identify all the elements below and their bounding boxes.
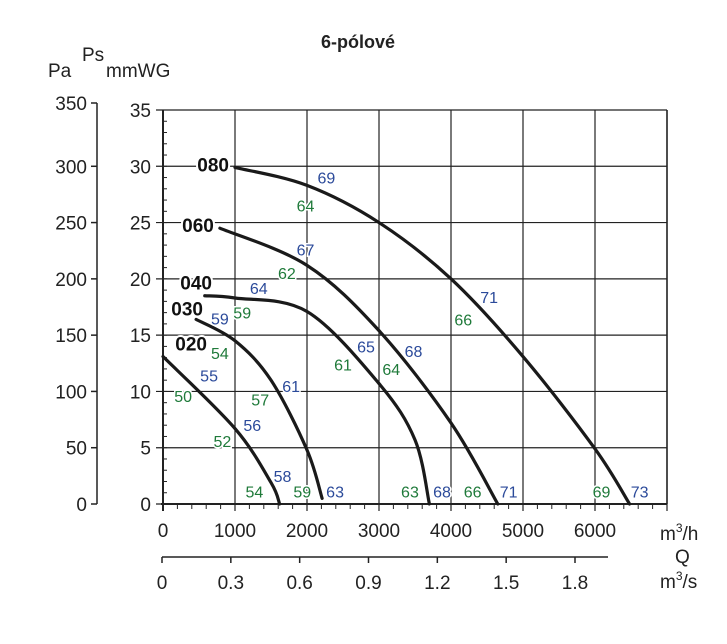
y-tick-label-pa: 300 [55,157,87,178]
x-axis-label-q: Q [675,547,690,568]
y-tick-label-mmwg: 20 [130,270,151,291]
y-tick-label-pa: 50 [66,439,87,460]
x-tick-label: 2000 [286,521,328,542]
x-axis-label-m3h: m3/h [660,521,698,545]
series-label-020: 020 [175,335,207,356]
sound-level-label: 61 [334,357,352,374]
sound-level-label: 59 [293,485,311,502]
y-tick-label-mmwg: 5 [140,439,151,460]
y-axis-label-pa: Pa [48,61,72,82]
sound-level-label: 63 [401,485,419,502]
sound-level-label: 57 [251,392,269,409]
y-tick-label-mmwg: 15 [130,326,151,347]
sound-level-label: 68 [405,344,423,361]
sound-level-label: 73 [631,485,649,502]
sound-level-label: 58 [274,469,292,486]
sound-level-label: 62 [278,266,296,283]
y-tick-label-pa: 150 [55,326,87,347]
sound-level-label: 69 [593,485,611,502]
sound-level-label: 64 [382,362,400,379]
x-tick-label: 4000 [430,521,472,542]
x2-tick-label: 0.9 [355,573,381,594]
x-axis-label-m3s: m3/s [660,569,697,593]
x2-tick-label: 1.5 [493,573,519,594]
sound-level-label: 56 [243,418,261,435]
x2-tick-label: 1.2 [424,573,450,594]
sound-level-label: 71 [480,290,498,307]
y-tick-label-mmwg: 30 [130,157,151,178]
y-tick-label-mmwg: 10 [130,382,151,403]
y-tick-label-pa: 350 [55,94,87,115]
sound-level-label: 69 [318,171,336,188]
curve-030 [194,317,324,500]
y-tick-label-mmwg: 35 [130,101,151,122]
sound-level-label: 65 [357,339,375,356]
sound-level-label: 55 [200,369,218,386]
x2-tick-label: 1.8 [562,573,588,594]
series-label-080: 080 [197,155,229,176]
sound-level-label: 64 [297,199,315,216]
curve-060 [218,226,500,506]
series-label-030: 030 [171,299,203,320]
x-tick-label: 1000 [214,521,256,542]
x2-tick-label: 0.6 [286,573,312,594]
sound-level-label: 67 [297,243,315,260]
x-tick-label: 5000 [502,521,544,542]
x-tick-label: 3000 [358,521,400,542]
curve-020 [161,354,282,506]
sound-level-label: 63 [326,485,344,502]
sound-level-label: 54 [246,485,264,502]
sound-level-label: 54 [211,346,229,363]
series-label-040: 040 [180,274,212,295]
y-tick-label-pa: 200 [55,270,87,291]
y-tick-label-pa: 250 [55,214,87,235]
sound-level-label: 59 [233,306,251,323]
sound-level-label: 64 [250,281,268,298]
sound-level-label: 50 [174,389,192,406]
sound-level-label: 59 [211,311,229,328]
sound-level-label: 52 [214,434,232,451]
y-tick-label-pa: 0 [76,495,87,516]
curve-080 [233,165,632,506]
sound-level-label: 66 [464,485,482,502]
sound-level-label: 71 [500,485,518,502]
y-tick-label-mmwg: 0 [140,495,151,516]
y-axis-label-ps: Ps [82,45,104,66]
y-tick-label-pa: 100 [55,382,87,403]
sound-level-label: 61 [282,379,300,396]
x-tick-label: 0 [158,521,169,542]
y-tick-label-mmwg: 25 [130,214,151,235]
y-axis-label-mmwg: mmWG [106,61,170,82]
curve-040 [203,294,431,506]
x-tick-label: 6000 [574,521,616,542]
x2-tick-label: 0.3 [218,573,244,594]
sound-level-label: 68 [433,485,451,502]
x2-tick-label: 0 [157,573,168,594]
x-unit-m3h: m [660,524,676,545]
chart-title: 6-pólové [321,32,395,52]
sound-level-label: 66 [454,312,472,329]
series-label-060: 060 [182,216,214,237]
